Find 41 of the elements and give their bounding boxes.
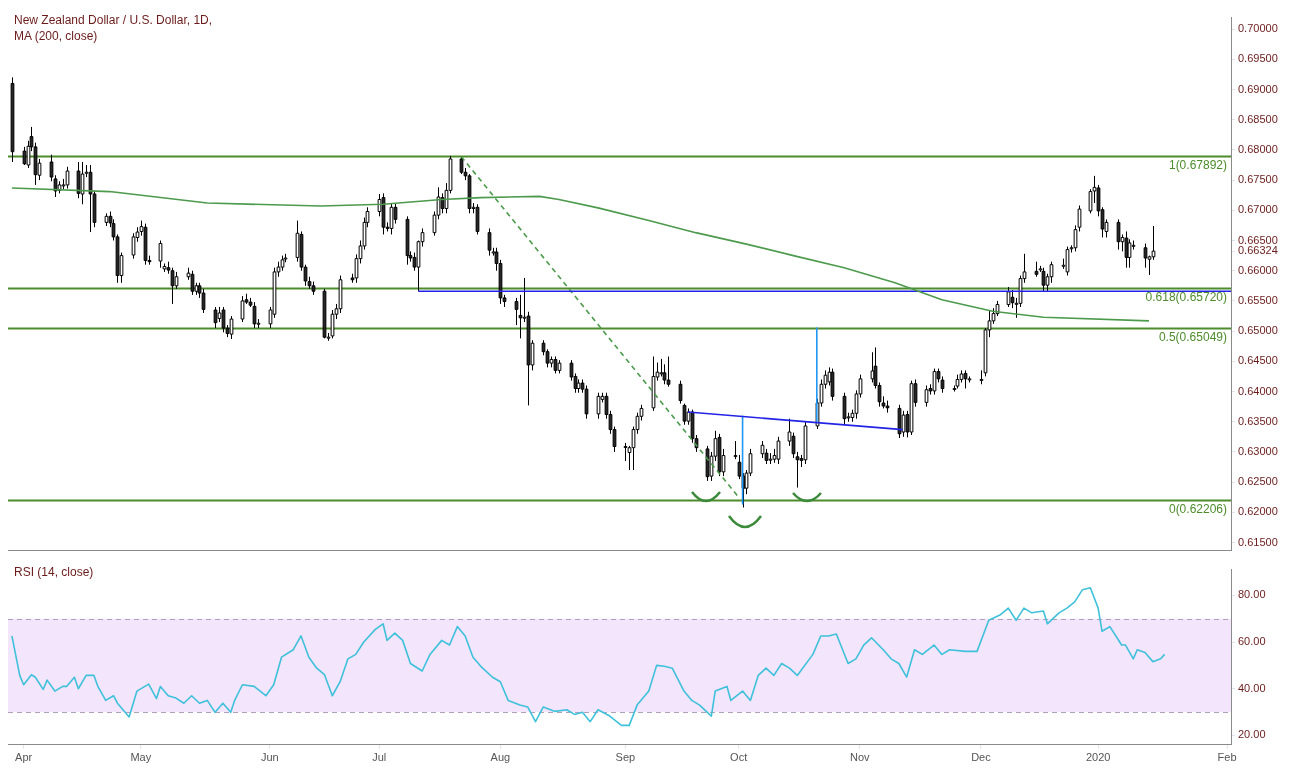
y-tick-label: 0.61500 <box>1238 535 1278 548</box>
y-tick-label: 0.65000 <box>1238 324 1278 337</box>
y-tick-label: 0.63000 <box>1238 444 1278 457</box>
x-tick-label: Dec <box>971 751 992 764</box>
y-tick-label: 0.65500 <box>1238 293 1278 306</box>
ref-line-label: 0.5(0.65049) <box>1158 329 1227 344</box>
chart-title: New Zealand Dollar / U.S. Dollar, 1D, <box>14 12 213 28</box>
ref-line-label: 1(0.67892) <box>1168 157 1227 172</box>
y-tick-label: 0.67500 <box>1238 173 1278 186</box>
y-tick-label: 40.00 <box>1238 681 1266 694</box>
x-tick-label: Sep <box>615 751 636 764</box>
x-tick-label: 2020 <box>1085 751 1111 764</box>
ref-line-label: 0(0.62206) <box>1168 501 1227 516</box>
y-tick-label: 0.70000 <box>1238 22 1278 35</box>
ref-line-label: 0.618(0.65720) <box>1145 289 1227 304</box>
y-tick-label: 0.68000 <box>1238 142 1278 155</box>
x-tick-label: Jun <box>260 751 279 764</box>
y-tick-label: 80.00 <box>1238 588 1266 601</box>
y-tick-label: 0.69000 <box>1238 82 1278 95</box>
y-tick-label: 0.64000 <box>1238 384 1278 397</box>
text: MA (200, close) <box>14 28 99 44</box>
chart-title: RSI (14, close) <box>14 564 94 580</box>
y-tick-label: 60.00 <box>1238 635 1266 648</box>
y-tick-label: 0.64500 <box>1238 354 1278 367</box>
x-tick-label: Oct <box>730 751 748 764</box>
x-tick-label: May <box>130 751 152 764</box>
x-tick-label: Jul <box>372 751 387 764</box>
x-tick-label: Feb <box>1217 751 1237 764</box>
x-tick-label: Aug <box>490 751 511 764</box>
y-tick-label: 0.67000 <box>1238 203 1278 216</box>
y-tick-label: 0.62000 <box>1238 505 1278 518</box>
y-tick-label: 0.66000 <box>1238 263 1278 276</box>
y-tick-label: 0.62500 <box>1238 475 1278 488</box>
y-tick-label: 20.00 <box>1238 728 1266 741</box>
x-tick-label: Apr <box>15 751 33 764</box>
y-tick-label: 0.69500 <box>1238 52 1278 65</box>
y-tick-label: 0.66500 <box>1238 233 1278 246</box>
y-tick-label: 0.68500 <box>1238 112 1278 125</box>
x-tick-label: Nov <box>850 751 871 764</box>
y-tick-label: 0.63500 <box>1238 414 1278 427</box>
y-tick-label: 0.66324 <box>1238 244 1278 257</box>
